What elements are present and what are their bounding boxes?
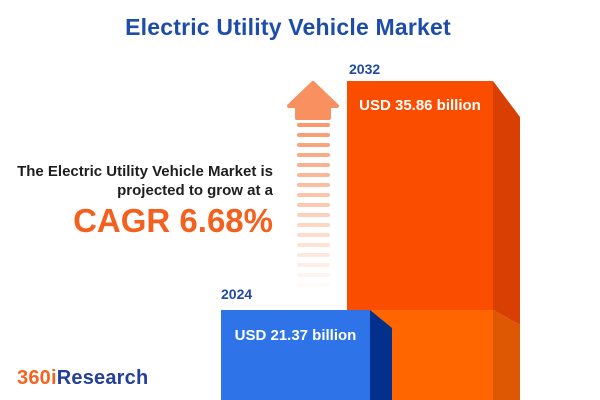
arrow-stripe: [297, 273, 330, 277]
arrow-stripe: [297, 253, 330, 257]
bar-2024-value-label: USD 21.37 billion: [234, 327, 357, 344]
arrow-stripe: [297, 183, 330, 187]
growth-arrow-head-icon: [287, 81, 339, 120]
arrow-stripe: [297, 243, 330, 247]
arrow-stripe: [297, 133, 330, 137]
bar-2024-side-face: [370, 310, 392, 400]
growth-arrow-tail: [297, 123, 330, 295]
arrow-stripe: [297, 123, 330, 127]
brand-logo: 360iResearch: [17, 367, 148, 390]
brand-logo-prefix: 360i: [17, 367, 57, 389]
bar-2032-value-label: USD 35.86 billion: [359, 97, 481, 114]
arrow-stripe: [297, 263, 330, 267]
bar-2032-base-side-face: [493, 310, 520, 400]
arrow-stripe: [297, 213, 330, 217]
bar-2032-side-face: [493, 81, 520, 325]
arrow-stripe: [297, 163, 330, 167]
arrow-stripe: [297, 193, 330, 197]
bar-2024-year-label: 2024: [221, 286, 253, 302]
annotation-line-1: The Electric Utility Vehicle Market is: [17, 163, 273, 180]
brand-logo-suffix: Research: [56, 367, 149, 389]
annotation-line-2: projected to grow at a: [117, 182, 273, 199]
annotation-block: The Electric Utility Vehicle Market is p…: [0, 162, 273, 238]
arrow-stripe: [297, 153, 330, 157]
cagr-value: CAGR 6.68%: [73, 202, 273, 239]
page-title: Electric Utility Vehicle Market: [125, 14, 451, 40]
arrow-stripe: [297, 223, 330, 227]
bar-2032-front-face: [347, 81, 493, 310]
bar-2032-year-label: 2032: [349, 61, 381, 77]
arrow-stripe: [297, 203, 330, 207]
arrow-stripe: [297, 283, 330, 287]
arrow-stripe: [297, 233, 330, 237]
bar-2024-front-face: [221, 310, 370, 400]
arrow-stripe: [297, 173, 330, 177]
arrow-stripe: [297, 143, 330, 147]
